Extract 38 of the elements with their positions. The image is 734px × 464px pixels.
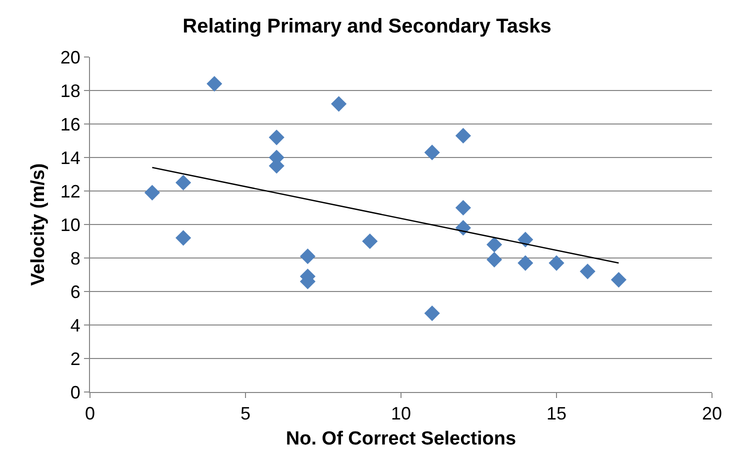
point bbox=[486, 252, 502, 268]
y-tick-label: 14 bbox=[60, 148, 80, 168]
point bbox=[331, 96, 347, 112]
chart-title: Relating Primary and Secondary Tasks bbox=[182, 16, 552, 38]
x-axis-title: No. Of Correct Selections bbox=[286, 428, 516, 450]
point bbox=[176, 230, 192, 246]
point bbox=[424, 305, 440, 322]
point bbox=[455, 200, 471, 216]
point bbox=[548, 255, 564, 271]
point bbox=[455, 128, 471, 144]
y-tick-label: 0 bbox=[70, 382, 80, 402]
y-tick-label: 20 bbox=[60, 47, 80, 68]
y-axis-title: Velocity (m/s) bbox=[28, 163, 50, 286]
x-tick-label: 0 bbox=[84, 404, 96, 424]
x-tick-label: 20 bbox=[702, 404, 722, 424]
x-tick-label: 10 bbox=[390, 404, 412, 424]
y-tick-label: 10 bbox=[60, 214, 80, 235]
point bbox=[206, 76, 222, 92]
point bbox=[300, 248, 316, 264]
y-tick-label: 18 bbox=[60, 80, 80, 101]
y-tick-label: 6 bbox=[70, 282, 80, 302]
point bbox=[176, 174, 192, 190]
point bbox=[486, 236, 502, 252]
point bbox=[424, 144, 440, 160]
y-tick-label: 16 bbox=[60, 114, 80, 134]
point bbox=[144, 184, 160, 200]
y-tick-label: 4 bbox=[70, 315, 80, 336]
point bbox=[518, 232, 534, 248]
point bbox=[518, 255, 534, 271]
point bbox=[268, 130, 284, 146]
point bbox=[362, 233, 378, 250]
point bbox=[580, 264, 596, 280]
y-tick-label: 2 bbox=[70, 348, 80, 369]
y-tick-label: 8 bbox=[70, 248, 80, 268]
x-tick-label: 5 bbox=[240, 404, 251, 424]
y-tick-label: 12 bbox=[60, 181, 80, 202]
point bbox=[610, 272, 626, 288]
x-tick-label: 15 bbox=[546, 404, 567, 424]
